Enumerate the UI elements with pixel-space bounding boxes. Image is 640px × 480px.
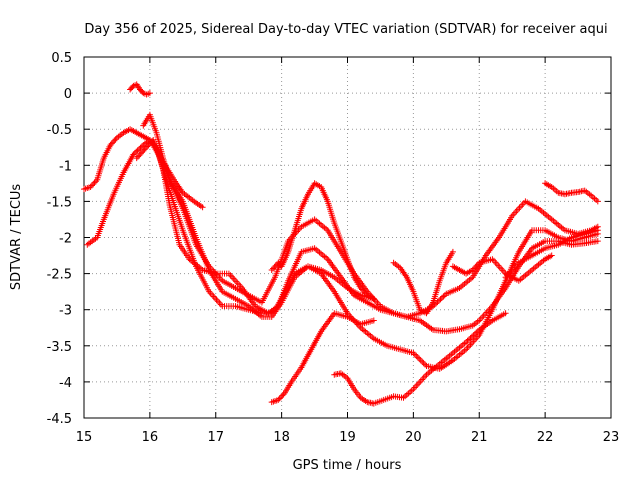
grid xyxy=(84,57,611,418)
y-tick-label: -3 xyxy=(59,304,72,319)
y-tick-label: -1 xyxy=(59,159,72,174)
marker-path xyxy=(127,81,153,98)
data-series xyxy=(81,81,601,407)
y-tick-label: -1.5 xyxy=(47,195,72,210)
y-axis-label: SDTVAR / TECUs xyxy=(9,184,24,291)
y-tick-label: -2 xyxy=(59,232,72,247)
x-tick-label: 19 xyxy=(339,430,356,445)
chart-title: Day 356 of 2025, Sidereal Day-to-day VTE… xyxy=(84,22,607,37)
x-tick-label: 22 xyxy=(537,430,554,445)
marker-path xyxy=(502,227,601,281)
x-axis-label: GPS time / hours xyxy=(293,458,402,473)
y-tick-label: -2.5 xyxy=(47,268,72,283)
series-track-2 xyxy=(127,81,153,98)
x-tick-label: 21 xyxy=(471,430,488,445)
marker-path xyxy=(331,310,509,407)
axis-ticks: 15 16 17 18 19 20 21 22 23 0.5 0 -0.5 -1 -1.5 -2 -2.5 -3… xyxy=(47,51,620,445)
marker-path xyxy=(81,126,206,211)
series-track-7 xyxy=(268,180,377,302)
y-tick-label: -4 xyxy=(59,376,72,391)
series-track-10 xyxy=(390,248,456,317)
y-tick-label: -0.5 xyxy=(47,123,72,138)
marker-path xyxy=(140,111,601,372)
x-tick-label: 17 xyxy=(207,430,224,445)
y-tick-label: -3.5 xyxy=(47,340,72,355)
x-tick-label: 15 xyxy=(76,430,93,445)
marker-path xyxy=(390,248,456,317)
series-track-1 xyxy=(81,126,206,211)
series-track-13 xyxy=(502,227,601,281)
series-track-12 xyxy=(542,180,601,205)
y-tick-label: 0 xyxy=(64,87,72,102)
x-tick-label: 20 xyxy=(405,430,422,445)
x-tick-label: 23 xyxy=(603,430,620,445)
series-track-8 xyxy=(268,310,377,406)
series-track-9 xyxy=(331,310,509,407)
x-tick-label: 18 xyxy=(273,430,290,445)
series-track-11 xyxy=(449,252,555,284)
marker-path xyxy=(268,180,377,302)
y-tick-label: -4.5 xyxy=(47,412,72,427)
marker-path xyxy=(542,180,601,205)
marker-path xyxy=(268,310,377,406)
marker-path xyxy=(449,252,555,284)
x-tick-label: 16 xyxy=(142,430,159,445)
series-track-5 xyxy=(140,111,601,372)
y-tick-label: 0.5 xyxy=(51,51,72,66)
